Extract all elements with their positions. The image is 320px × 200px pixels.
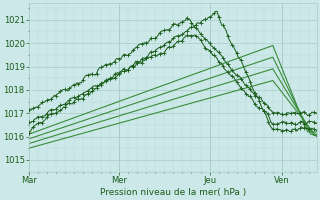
X-axis label: Pression niveau de la mer( hPa ): Pression niveau de la mer( hPa ) bbox=[100, 188, 246, 197]
